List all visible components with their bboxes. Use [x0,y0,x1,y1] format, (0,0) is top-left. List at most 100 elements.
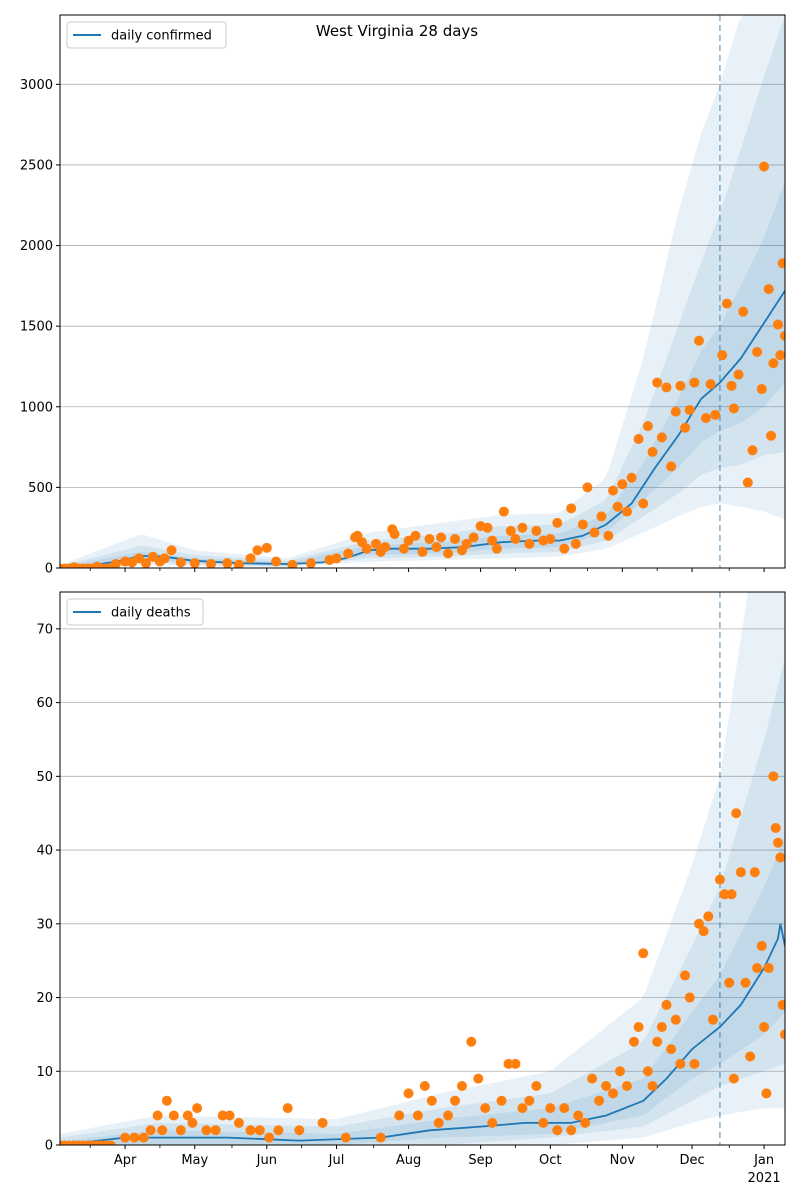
data-point [140,558,151,568]
data-point [524,1095,535,1106]
data-point [733,369,744,380]
data-point [282,1103,293,1114]
data-point [694,335,705,346]
data-point [684,405,695,415]
data-point [601,1081,612,1092]
data-point [759,161,770,172]
data-point [612,501,623,512]
data-point [189,558,200,568]
data-point [252,545,263,556]
data-point [487,1117,498,1128]
data-point [666,461,677,472]
data-point [468,532,479,543]
y-tick-label: 20 [36,991,53,1006]
data-point [617,479,628,490]
data-point [254,1125,265,1136]
data-point [461,538,472,549]
x-tick-label: Jun [256,1153,277,1168]
data-point [698,926,709,937]
data-point [740,977,751,988]
data-point [719,889,730,900]
data-point [361,543,372,554]
data-point [726,889,737,900]
data-point [443,548,454,559]
data-point [559,543,570,554]
data-point [731,808,742,819]
data-point [433,1117,444,1128]
data-point [661,382,672,393]
data-point [752,963,763,974]
data-point [545,533,556,544]
data-point [570,538,581,549]
data-point [175,1125,186,1136]
data-point [670,1014,681,1025]
data-point [773,319,784,330]
data-point [728,1073,739,1084]
data-point [192,1103,203,1114]
data-point [531,525,542,536]
data-point [426,1095,437,1106]
y-tick-label: 70 [36,622,53,637]
data-point [271,556,282,567]
data-point [642,1066,653,1077]
data-point [680,422,691,433]
data-point [498,506,509,517]
data-point [552,1125,563,1136]
data-point [587,1073,598,1084]
data-point [419,1081,430,1092]
y-tick-label: 50 [36,770,53,785]
data-point [594,1095,605,1106]
data-point [159,553,170,564]
data-point [371,538,382,549]
data-point [129,1132,140,1143]
data-point [777,999,785,1010]
data-point [747,445,758,456]
data-point [403,1088,414,1099]
data-point [689,377,700,388]
data-point [222,558,233,568]
data-point [582,482,593,493]
data-point [705,379,716,390]
x-tick-label: Oct [539,1153,561,1168]
data-point [700,413,711,424]
data-point [450,1095,461,1106]
data-point [424,533,435,544]
y-tick-label: 3000 [20,78,53,93]
data-point [759,1022,770,1033]
uncertainty-bands [60,15,785,568]
data-point [577,519,588,530]
data-point [147,551,158,562]
data-point [756,384,767,395]
data-point [621,506,632,517]
data-point [245,1125,256,1136]
data-point [466,1036,477,1047]
data-point [615,1066,626,1077]
data-point [559,1103,570,1114]
data-point [531,1081,542,1092]
data-point [780,1029,785,1040]
data-point [694,918,705,929]
data-point [684,992,695,1003]
data-point [510,1058,521,1069]
data-point [436,532,447,543]
data-point [161,1095,172,1106]
data-point [652,377,663,388]
data-point [206,558,217,568]
data-point [728,403,739,414]
data-point [264,1132,275,1143]
data-point [157,1125,168,1136]
data-point [120,1132,131,1143]
y-axis: 0 10 20 30 40 50 60 70 [36,622,60,1154]
data-point [656,1022,667,1033]
data-point [187,1117,198,1128]
y-tick-label: 30 [36,917,53,932]
data-point [763,963,774,974]
y-tick-label: 0 [45,562,53,577]
y-tick-label: 0 [45,1139,53,1154]
observed-points [60,771,785,1145]
data-point [375,1132,386,1143]
data-point [152,1110,163,1121]
data-point [707,1014,718,1025]
y-tick-label: 60 [36,696,53,711]
data-point [603,530,614,541]
